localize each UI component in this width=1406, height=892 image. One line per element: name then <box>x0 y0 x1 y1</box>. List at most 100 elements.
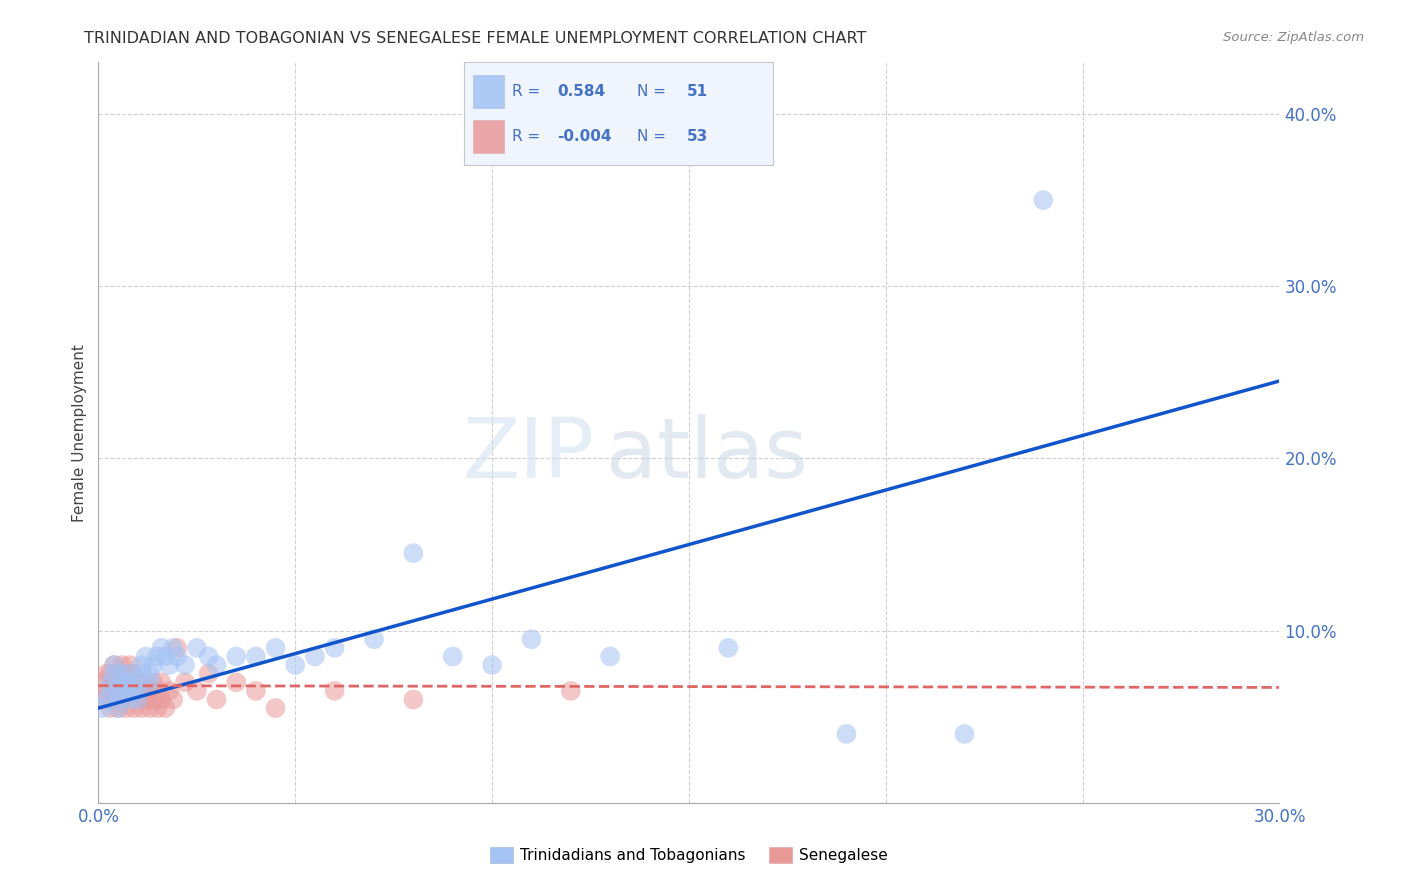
Point <box>284 658 307 673</box>
Point <box>323 684 346 698</box>
Point <box>157 658 180 673</box>
Point <box>115 684 138 698</box>
Point <box>96 666 118 681</box>
Point <box>103 675 125 690</box>
Point <box>91 701 114 715</box>
Point <box>127 684 149 698</box>
Point <box>115 684 138 698</box>
Point <box>155 649 177 664</box>
Point <box>127 692 149 706</box>
Point <box>135 649 157 664</box>
Point <box>138 684 160 698</box>
Point <box>118 666 141 681</box>
Point <box>98 666 121 681</box>
Point <box>138 675 160 690</box>
Point <box>138 701 160 715</box>
Point <box>138 666 160 681</box>
Point <box>107 701 129 715</box>
Point <box>122 684 145 698</box>
Point <box>304 649 326 664</box>
Point <box>599 649 621 664</box>
Point <box>127 692 149 706</box>
Point <box>111 692 134 706</box>
Point <box>98 701 121 715</box>
Text: 51: 51 <box>686 84 707 99</box>
Point <box>111 666 134 681</box>
Point <box>186 684 208 698</box>
Point <box>162 640 184 655</box>
Point <box>150 692 173 706</box>
Legend: Trinidadians and Tobagonians, Senegalese: Trinidadians and Tobagonians, Senegalese <box>484 841 894 869</box>
Point <box>115 666 138 681</box>
Point <box>118 675 141 690</box>
Point <box>131 701 153 715</box>
Text: R =: R = <box>512 84 540 99</box>
FancyBboxPatch shape <box>474 75 505 108</box>
Point <box>481 658 503 673</box>
Point <box>122 666 145 681</box>
Text: R =: R = <box>512 128 540 144</box>
Text: N =: N = <box>637 128 666 144</box>
Text: N =: N = <box>637 84 666 99</box>
Text: -0.004: -0.004 <box>557 128 612 144</box>
Point <box>717 640 740 655</box>
Point <box>107 684 129 698</box>
Point <box>197 666 219 681</box>
Point <box>146 701 169 715</box>
Y-axis label: Female Unemployment: Female Unemployment <box>72 343 87 522</box>
FancyBboxPatch shape <box>474 120 505 153</box>
Point <box>111 658 134 673</box>
Point <box>122 684 145 698</box>
Point <box>131 684 153 698</box>
Point <box>150 675 173 690</box>
Point <box>150 640 173 655</box>
Point <box>91 692 114 706</box>
Point <box>131 658 153 673</box>
Point <box>103 666 125 681</box>
Point <box>363 632 385 647</box>
Point <box>103 658 125 673</box>
Point <box>127 675 149 690</box>
Point <box>118 692 141 706</box>
Point <box>166 640 188 655</box>
Point <box>142 658 165 673</box>
Point <box>205 658 228 673</box>
Point <box>402 546 425 560</box>
Text: TRINIDADIAN AND TOBAGONIAN VS SENEGALESE FEMALE UNEMPLOYMENT CORRELATION CHART: TRINIDADIAN AND TOBAGONIAN VS SENEGALESE… <box>84 31 866 46</box>
Point <box>205 692 228 706</box>
Point <box>560 684 582 698</box>
Point <box>166 649 188 664</box>
Point <box>115 675 138 690</box>
Text: Source: ZipAtlas.com: Source: ZipAtlas.com <box>1223 31 1364 45</box>
Point <box>107 666 129 681</box>
Point <box>264 640 287 655</box>
Point <box>264 701 287 715</box>
Point <box>155 701 177 715</box>
Point <box>122 675 145 690</box>
Text: atlas: atlas <box>606 414 808 495</box>
Point <box>245 649 267 664</box>
Point <box>122 701 145 715</box>
Point <box>98 675 121 690</box>
Point <box>174 658 197 673</box>
Text: 0.584: 0.584 <box>557 84 605 99</box>
Point <box>103 692 125 706</box>
Point <box>142 692 165 706</box>
Point <box>835 727 858 741</box>
Point <box>131 666 153 681</box>
Point <box>115 701 138 715</box>
Point <box>225 675 247 690</box>
Point <box>162 692 184 706</box>
Point <box>111 675 134 690</box>
Point <box>402 692 425 706</box>
Point <box>107 684 129 698</box>
Point <box>146 684 169 698</box>
Point <box>98 684 121 698</box>
Point <box>441 649 464 664</box>
Point <box>1032 193 1054 207</box>
Point <box>225 649 247 664</box>
Point <box>98 684 121 698</box>
Point <box>186 640 208 655</box>
Point <box>118 692 141 706</box>
Text: ZIP: ZIP <box>463 414 595 495</box>
